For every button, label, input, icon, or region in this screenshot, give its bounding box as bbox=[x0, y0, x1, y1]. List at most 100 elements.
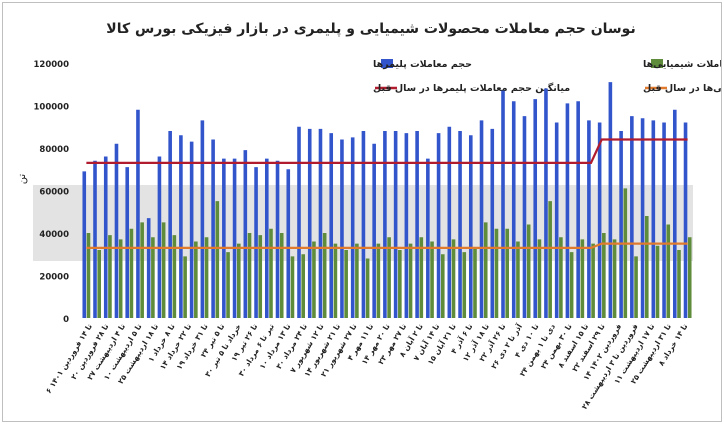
bar-chemicals bbox=[108, 235, 112, 319]
bar-polymers bbox=[436, 133, 441, 319]
bar-polymers bbox=[243, 150, 248, 319]
bar-chemicals bbox=[118, 239, 123, 319]
bar-chemicals bbox=[86, 233, 91, 318]
bar-chemicals bbox=[344, 250, 348, 318]
legend-swatch bbox=[651, 59, 663, 68]
bar-chemicals bbox=[408, 243, 413, 319]
legend-item: حجم معاملات پلیمرها bbox=[373, 59, 472, 70]
bar-polymers bbox=[404, 133, 409, 319]
bar-polymers bbox=[608, 82, 613, 319]
bar-chemicals bbox=[151, 237, 155, 318]
bar-polymers bbox=[307, 128, 312, 319]
bar-chemicals bbox=[247, 233, 252, 318]
bar-polymers bbox=[415, 131, 419, 318]
bar-polymers bbox=[630, 116, 634, 319]
legend-item: حجم معاملات شیمیایی‌ها bbox=[643, 59, 721, 70]
y-axis-label: تن bbox=[17, 174, 28, 185]
bar-chemicals bbox=[183, 256, 187, 319]
bar-polymers bbox=[350, 137, 355, 319]
bar-chemicals bbox=[365, 258, 370, 318]
bar-chemicals bbox=[236, 243, 241, 319]
bar-chemicals bbox=[140, 222, 144, 319]
bar-chemicals bbox=[591, 243, 595, 319]
bar-polymers bbox=[189, 141, 194, 319]
bar-chemicals bbox=[161, 222, 166, 319]
chart-title: نوسان حجم معاملات محصولات شیمیایی و پلیم… bbox=[106, 21, 635, 37]
bar-polymers bbox=[393, 131, 398, 318]
bar-chemicals bbox=[129, 228, 134, 318]
bar-chemicals bbox=[634, 256, 638, 319]
bar-polymers bbox=[651, 120, 656, 319]
bar-polymers bbox=[372, 143, 376, 318]
legend-label: میانگین حجم فروش شیمیایی‌ها در سال قبل bbox=[643, 82, 721, 94]
bar-polymers bbox=[114, 143, 119, 318]
bar-polymers bbox=[479, 120, 484, 319]
bar-polymers bbox=[82, 171, 87, 319]
bar-polymers bbox=[103, 156, 108, 318]
bar-polymers bbox=[286, 169, 291, 318]
bar-polymers bbox=[662, 122, 666, 318]
legend-item: میانگین حجم فروش شیمیایی‌ها در سال قبل bbox=[643, 82, 721, 94]
bar-polymers bbox=[136, 109, 140, 318]
bar-polymers bbox=[179, 135, 183, 318]
bar-chemicals bbox=[430, 241, 434, 318]
y-tick-label: 60000 bbox=[39, 188, 69, 198]
bar-polymers bbox=[275, 160, 280, 318]
bar-chemicals bbox=[644, 216, 649, 318]
bar-polymers bbox=[168, 131, 172, 318]
bar-chemicals bbox=[655, 245, 660, 318]
bar-polymers bbox=[554, 122, 559, 318]
y-tick-label: 120000 bbox=[34, 60, 70, 70]
y-tick-label: 40000 bbox=[39, 230, 69, 240]
bar-chemicals bbox=[516, 241, 520, 318]
legend-label: میانگین حجم معاملات پلیمرها در سال قبل bbox=[373, 82, 570, 94]
bar-chemicals bbox=[473, 247, 477, 319]
bar-chemicals bbox=[559, 237, 563, 318]
bar-polymers bbox=[640, 118, 645, 318]
bar-chemicals bbox=[333, 243, 338, 319]
bar-chemicals bbox=[526, 224, 531, 318]
bar-chemicals bbox=[194, 241, 198, 318]
legend-label: حجم معاملات شیمیایی‌ها bbox=[643, 59, 721, 70]
y-tick-label: 80000 bbox=[39, 145, 69, 155]
y-axis: 0 20000 40000 60000 80000 100000 120000 bbox=[34, 60, 70, 325]
bar-polymers bbox=[501, 90, 505, 319]
bar-chemicals bbox=[172, 235, 177, 319]
bar-chemicals bbox=[505, 228, 510, 318]
chart-legend: حجم معاملات پلیمرها حجم معاملات شیمیایی‌ه… bbox=[373, 59, 721, 94]
bar-polymers bbox=[264, 158, 269, 319]
bar-polymers bbox=[211, 139, 215, 318]
bar-polymers bbox=[329, 133, 334, 319]
series-line bbox=[86, 242, 688, 249]
bar-chemicals bbox=[258, 235, 263, 319]
bar-chemicals bbox=[97, 250, 102, 318]
bar-polymers bbox=[297, 126, 301, 318]
bar-polymers bbox=[468, 135, 473, 318]
y-tick-label: 100000 bbox=[34, 103, 70, 113]
bar-chemicals bbox=[269, 228, 273, 318]
bar-chemicals bbox=[312, 241, 316, 318]
bar-polymers bbox=[619, 131, 623, 318]
bar-chemicals bbox=[376, 243, 381, 319]
bar-polymers bbox=[533, 99, 538, 319]
series-line bbox=[86, 138, 688, 164]
bar-polymers bbox=[157, 156, 162, 318]
legend-item: میانگین حجم معاملات پلیمرها در سال قبل bbox=[373, 82, 570, 94]
bar-chemicals bbox=[226, 252, 230, 319]
bar-chemicals bbox=[462, 252, 467, 319]
bar-chemicals bbox=[687, 237, 692, 318]
bar-chemicals bbox=[602, 233, 606, 318]
bar-polymers bbox=[672, 109, 677, 318]
bar-chemicals bbox=[440, 254, 445, 318]
bar-chemicals bbox=[483, 222, 488, 319]
bar-polymers bbox=[426, 158, 430, 319]
bar-polymers bbox=[490, 128, 495, 319]
bar-chemicals bbox=[301, 254, 306, 318]
legend-swatch bbox=[381, 59, 393, 68]
legend-label: حجم معاملات پلیمرها bbox=[373, 59, 472, 70]
bar-polymers bbox=[544, 88, 548, 318]
bar-chemicals bbox=[355, 243, 359, 319]
bar-chemicals bbox=[398, 250, 402, 318]
bar-chemicals bbox=[215, 201, 220, 319]
